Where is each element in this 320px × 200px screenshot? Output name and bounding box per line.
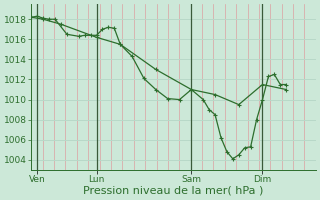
X-axis label: Pression niveau de la mer( hPa ): Pression niveau de la mer( hPa ): [84, 186, 264, 196]
